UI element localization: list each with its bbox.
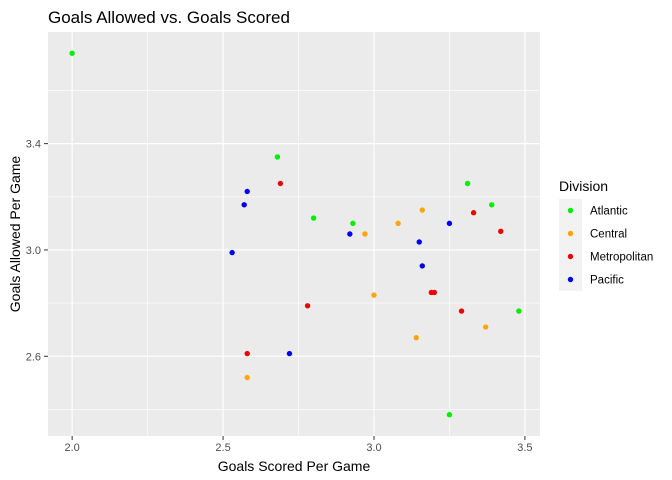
data-point-atlantic [516, 308, 522, 314]
legend-items: Atlantic Central Metropolitan Pacific [559, 199, 653, 291]
data-point-metropolitan [304, 303, 311, 309]
data-point-pacific [347, 231, 353, 237]
data-point-central [482, 324, 489, 330]
data-point-atlantic [310, 215, 317, 221]
data-point-atlantic [69, 50, 75, 56]
x-tick-label: 2.5 [215, 442, 230, 454]
y-axis-title: Goals Allowed Per Game [7, 156, 23, 313]
legend-title: Division [559, 178, 608, 194]
data-point-pacific [286, 350, 293, 357]
data-point-central [244, 374, 250, 381]
data-point-atlantic [350, 220, 356, 227]
y-tick-label: 2.6 [26, 351, 41, 363]
legend-label-metropolitan: Metropolitan [590, 252, 653, 264]
data-point-metropolitan [470, 210, 477, 216]
data-point-central [362, 231, 368, 237]
data-point-central [419, 207, 425, 213]
x-tick-label: 3.0 [366, 442, 381, 454]
data-points [69, 50, 522, 418]
data-point-atlantic [274, 154, 281, 160]
data-point-atlantic [464, 180, 471, 187]
data-point-central [371, 292, 377, 298]
legend-marker-pacific [567, 276, 574, 283]
legend-marker-metropolitan [567, 253, 574, 260]
x-axis-ticks: 2.0 2.5 3.0 3.5 [64, 436, 533, 454]
data-point-pacific [419, 263, 425, 269]
legend: Division Atlantic Central Metropolitan Paci… [559, 178, 653, 291]
grid-lines [48, 32, 540, 436]
x-tick-label: 2.0 [64, 442, 79, 454]
data-point-metropolitan [498, 228, 504, 235]
plot-panel [48, 32, 540, 436]
data-point-metropolitan [277, 180, 284, 187]
data-point-central [413, 334, 419, 341]
data-point-atlantic [446, 412, 453, 418]
data-point-pacific [229, 249, 235, 256]
y-tick-label: 3.4 [26, 139, 41, 151]
legend-label-atlantic: Atlantic [590, 206, 628, 218]
legend-label-central: Central [590, 229, 627, 241]
data-point-atlantic [489, 202, 495, 208]
x-tick-label: 3.5 [517, 442, 532, 454]
data-point-pacific [241, 202, 247, 208]
data-point-central [395, 220, 401, 227]
data-point-metropolitan [244, 350, 250, 357]
data-point-pacific [446, 220, 453, 227]
data-point-pacific [416, 239, 422, 245]
y-axis-ticks: 2.6 3.0 3.4 [26, 139, 48, 363]
data-point-metropolitan [458, 308, 465, 314]
x-axis-title: Goals Scored Per Game [218, 458, 371, 474]
legend-label-pacific: Pacific [590, 275, 624, 287]
chart-title: Goals Allowed vs. Goals Scored [48, 8, 290, 27]
data-point-metropolitan [431, 289, 438, 296]
y-tick-label: 3.0 [26, 245, 41, 257]
data-point-pacific [244, 188, 250, 195]
legend-marker-central [567, 230, 574, 237]
legend-marker-atlantic [567, 207, 574, 214]
